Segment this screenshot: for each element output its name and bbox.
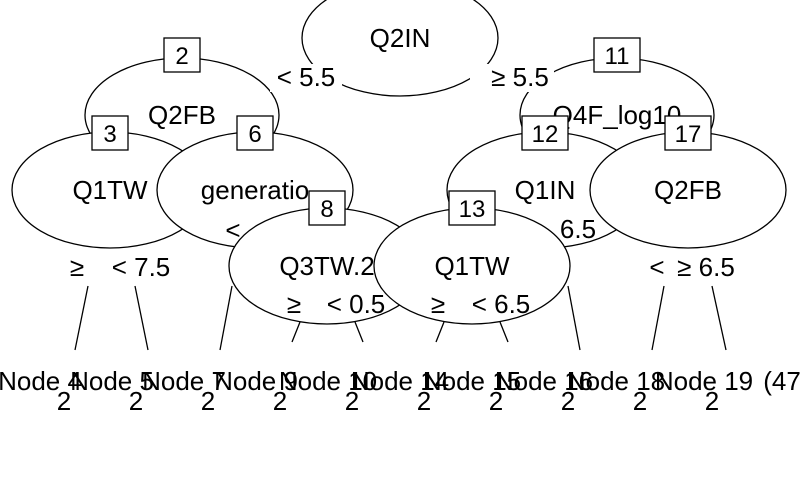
leaf-node-14-value: 2: [417, 386, 431, 416]
edge-n13-n14: [435, 321, 445, 343]
node-id-box: [521, 115, 569, 151]
edge-n17-n18: [651, 285, 665, 351]
leaf-node-15-name: Node 15: [423, 366, 521, 396]
node-8-label: Q3TW.2: [279, 251, 374, 281]
node-id-11: 11: [605, 43, 630, 70]
node-1-label: Q2IN: [370, 23, 431, 53]
edge-n3-n5: [134, 285, 149, 351]
node-id-box: [236, 115, 274, 151]
split-bg: [270, 64, 342, 92]
edge-n6-n7: [219, 285, 233, 351]
leaf-node-9-name: Node 9: [214, 366, 298, 396]
node-17-label: Q2FB: [654, 175, 722, 205]
split-n17-left: <: [649, 252, 664, 282]
leaf-node-19-value: 2: [705, 386, 719, 416]
node-12-label: Q1IN: [515, 175, 576, 205]
edge-n8-n10: [354, 321, 364, 343]
edge-n13-n15: [499, 321, 509, 343]
edge-n12-n16: [567, 285, 581, 351]
leaf-node-4-value: 2: [57, 386, 71, 416]
leaf-node-10-value: 2: [345, 386, 359, 416]
leaf-node-9-value: 2: [273, 386, 287, 416]
split-n17-right: ≥ 6.5: [677, 252, 735, 282]
node-id-box: [308, 190, 346, 226]
node-id-2: 2: [175, 43, 188, 70]
split-n13-right: < 6.5: [472, 289, 531, 319]
leaf-node-5-name: Node 5: [70, 366, 154, 396]
leaf-node-7-name: Node 7: [142, 366, 226, 396]
split-n3-right: < 7.5: [112, 252, 171, 282]
edge-group: [74, 285, 727, 351]
leaf-overflow-text: (47: [763, 366, 800, 396]
node-8: Q3TW.2: [228, 207, 426, 325]
leaf-node-10-name: Node 10: [279, 366, 377, 396]
leaf-node-18-name: Node 18: [567, 366, 665, 396]
leaf-node-7-value: 2: [201, 386, 215, 416]
node-11-label: Q4F_log10: [553, 100, 682, 130]
node-id-6: 6: [248, 121, 261, 148]
split-n3-left: ≥: [70, 252, 84, 282]
leaf-node-16-value: 2: [561, 386, 575, 416]
node-3-label: Q1TW: [72, 175, 148, 205]
node-id-box: [593, 37, 641, 73]
node-id-box: [448, 190, 496, 226]
split-root-left: < 5.5: [277, 62, 336, 92]
node-13-label: Q1TW: [434, 251, 510, 281]
leaf-node-15-value: 2: [489, 386, 503, 416]
split-n6-left: <: [225, 215, 240, 245]
node-6-label: generatio: [201, 175, 309, 205]
node-id-17: 17: [675, 121, 702, 148]
node-id-boxes: 2 11 3 6 12 17 8 13: [91, 37, 712, 226]
node-id-8: 8: [320, 196, 333, 223]
split-n8-right: < 0.5: [327, 289, 386, 319]
node-id-box: [163, 37, 201, 73]
node-id-box: [664, 115, 712, 151]
edge-n8-n9: [291, 321, 301, 343]
node-id-13: 13: [459, 196, 486, 223]
split-bg: [470, 64, 554, 92]
split-n8-left: ≥: [287, 289, 301, 319]
node-13: Q1TW: [373, 207, 571, 325]
node-1: Q2IN: [301, 0, 499, 97]
split-n13-left: ≥: [431, 289, 445, 319]
node-id-12: 12: [532, 121, 559, 148]
leaf-node-18-value: 2: [633, 386, 647, 416]
leaf-node-16-name: Node 16: [495, 366, 593, 396]
leaf-node-14-name: Node 14: [351, 366, 449, 396]
node-17: Q2FB: [589, 131, 787, 249]
node-1-ellipse: [301, 0, 499, 97]
node-id-box: [91, 115, 129, 151]
split-root-right: ≥ 5.5: [491, 62, 549, 92]
node-2-label: Q2FB: [148, 100, 216, 130]
edge-n17-n19: [711, 285, 727, 351]
leaf-node-4-name: Node 4: [0, 366, 82, 396]
leaf-node-5-value: 2: [129, 386, 143, 416]
leaf-labels: Node 4 Node 5 Node 7 Node 9 Node 10 Node…: [0, 366, 800, 416]
split-n12-right: 6.5: [560, 214, 596, 244]
edge-n3-n4: [74, 285, 89, 351]
node-id-3: 3: [103, 121, 116, 148]
leaf-node-19-name: Node 19: [655, 366, 753, 396]
split-labels: < 5.5 ≥ 5.5 ≥ < 7.5 < ≥ < 0.5 ≥ < 6.5 6.…: [70, 62, 735, 319]
